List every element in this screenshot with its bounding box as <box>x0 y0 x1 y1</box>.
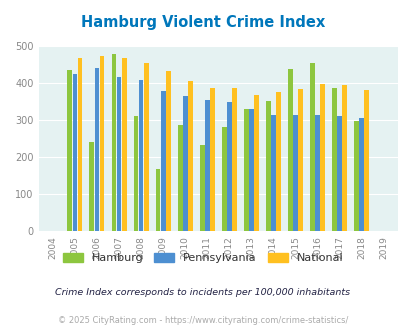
Bar <box>89 142 94 231</box>
Bar <box>177 125 182 231</box>
Bar <box>253 95 258 231</box>
Bar <box>122 58 126 231</box>
Bar <box>270 115 275 231</box>
Bar <box>292 115 297 231</box>
Bar <box>353 121 358 231</box>
Text: Hamburg Violent Crime Index: Hamburg Violent Crime Index <box>81 15 324 30</box>
Bar <box>231 88 236 231</box>
Text: © 2025 CityRating.com - https://www.cityrating.com/crime-statistics/: © 2025 CityRating.com - https://www.city… <box>58 316 347 325</box>
Bar <box>204 100 209 231</box>
Bar <box>188 81 192 231</box>
Bar <box>319 84 324 231</box>
Bar <box>77 58 82 231</box>
Bar <box>155 169 160 231</box>
Bar <box>221 127 226 231</box>
Bar <box>138 80 143 231</box>
Bar <box>116 77 121 231</box>
Bar <box>160 91 165 231</box>
Bar <box>199 145 204 231</box>
Bar <box>287 69 292 231</box>
Bar <box>331 88 336 231</box>
Bar <box>133 116 138 231</box>
Bar <box>363 90 368 231</box>
Bar <box>341 85 346 231</box>
Text: Crime Index corresponds to incidents per 100,000 inhabitants: Crime Index corresponds to incidents per… <box>55 287 350 297</box>
Bar <box>358 118 363 231</box>
Bar <box>265 101 270 231</box>
Bar <box>314 115 319 231</box>
Bar <box>111 54 116 231</box>
Bar <box>248 110 253 231</box>
Bar <box>165 71 170 231</box>
Bar <box>182 96 187 231</box>
Bar <box>243 110 248 231</box>
Bar <box>275 92 280 231</box>
Bar <box>72 74 77 231</box>
Bar <box>309 63 314 231</box>
Bar <box>226 102 231 231</box>
Legend: Hamburg, Pennsylvania, National: Hamburg, Pennsylvania, National <box>58 248 347 268</box>
Bar <box>143 63 148 231</box>
Bar <box>297 89 302 231</box>
Bar <box>99 56 104 231</box>
Bar <box>94 68 99 231</box>
Bar <box>67 70 72 231</box>
Bar <box>336 116 341 231</box>
Bar <box>209 88 214 231</box>
